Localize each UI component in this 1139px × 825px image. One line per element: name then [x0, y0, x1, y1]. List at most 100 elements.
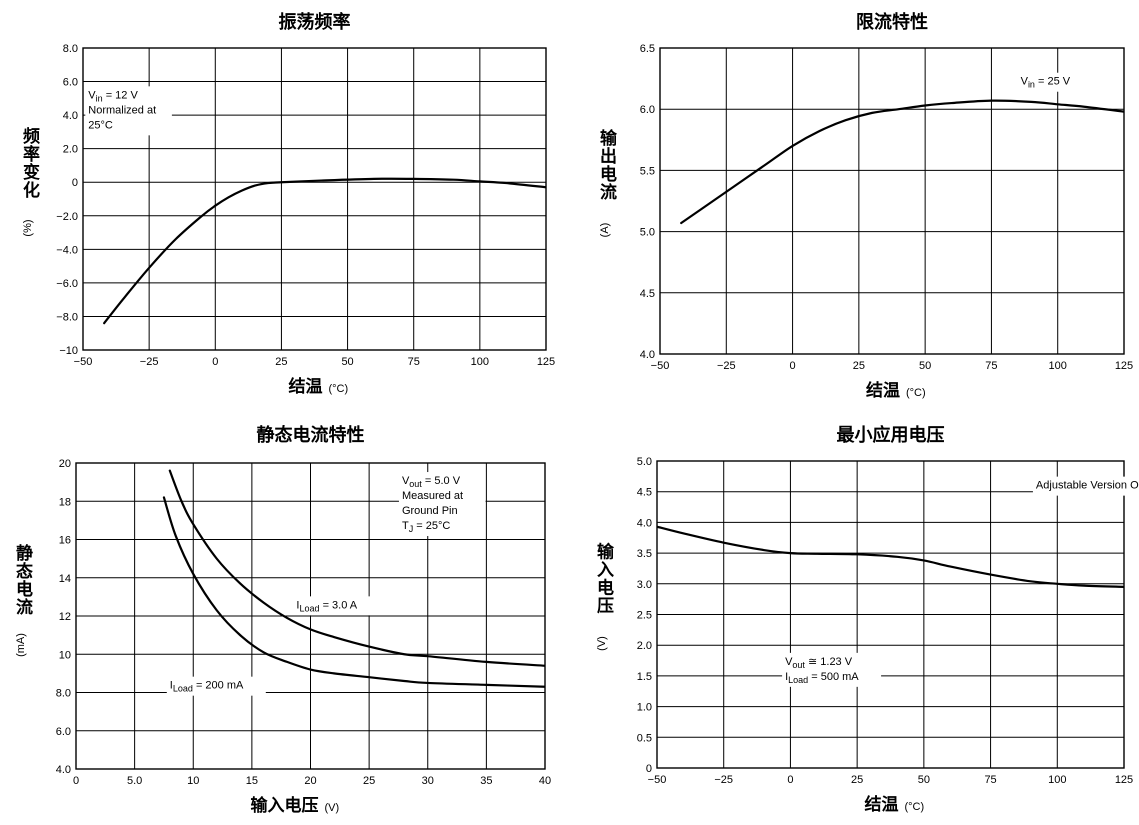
y-tick-label: 12	[59, 611, 71, 623]
x-tick-label: 0	[787, 774, 793, 786]
y-axis-label: 输出电流	[600, 128, 618, 203]
annotation-text: ILoad = 3.0 A	[296, 599, 357, 613]
y-tick-label: 6.0	[640, 104, 655, 116]
chart-1: 振荡频率 −50 −25 0 25 50 75 100 125 −10 −8.0 −6.0 −4.0 −2…	[22, 11, 555, 397]
x-axis-label: 结温	[865, 794, 899, 815]
y-tick-label: 0	[72, 177, 78, 189]
y-tick-label: 1.5	[637, 671, 652, 683]
annotation-background	[1017, 72, 1092, 92]
y-tick-label: 4.0	[637, 517, 652, 529]
y-tick-label: 18	[59, 496, 71, 508]
annotation-text: Normalized at	[88, 104, 156, 116]
chart-3: 静态电流特性 0 5.0 10 15 20 25 30 35 40 4.0 6.0 8.0 10 12 14 1…	[15, 424, 551, 816]
x-axis-label: 结温	[289, 376, 323, 397]
y-tick-label: 4.0	[640, 349, 655, 361]
x-tick-label: 75	[984, 774, 996, 786]
x-tick-label: 100	[471, 356, 489, 368]
y-tick-label: 2.0	[637, 640, 652, 652]
x-tick-label: −50	[74, 356, 93, 368]
y-axis-label: 静态电流	[16, 543, 33, 618]
annotation-background	[85, 86, 172, 136]
x-tick-label: 100	[1048, 774, 1066, 786]
x-tick-label: 20	[304, 775, 316, 787]
y-tick-label: 2.0	[63, 144, 78, 156]
y-tick-label: 4.0	[56, 764, 71, 776]
plot-frame	[75, 462, 546, 770]
y-tick-label: 6.0	[56, 726, 71, 738]
x-tick-label: 125	[537, 356, 555, 368]
annotation-text: Vin = 12 V	[88, 89, 138, 103]
annotation-background	[1032, 476, 1139, 496]
annotation-background	[398, 472, 486, 537]
y-tick-label: 16	[59, 535, 71, 547]
x-tick-label: 50	[918, 774, 930, 786]
y-tick-label: −6.0	[56, 278, 78, 290]
plot-frame	[656, 460, 1125, 769]
y-tick-label: 6.5	[640, 43, 655, 55]
x-axis-unit: (°C)	[906, 387, 926, 399]
x-axis-unit: (°C)	[905, 801, 925, 813]
x-tick-label: −50	[651, 360, 670, 372]
plot-frame	[82, 47, 547, 351]
chart-4: 最小应用电压 −50 −25 0 25 50 75 100 125 0 0.5 1.0 1.5 2.0 2.…	[596, 424, 1139, 815]
plot-frame	[659, 47, 1125, 355]
y-tick-label: −10	[59, 345, 78, 357]
y-tick-label: 20	[59, 458, 71, 470]
x-tick-label: 25	[853, 360, 865, 372]
x-tick-label: 0	[790, 360, 796, 372]
annotation-background	[293, 596, 387, 616]
x-axis-unit: (°C)	[329, 383, 349, 395]
x-tick-label: 0	[73, 775, 79, 787]
y-tick-label: 4.0	[63, 110, 78, 122]
x-axis-label: 结温	[866, 380, 900, 401]
y-tick-label: −2.0	[56, 211, 78, 223]
x-tick-label: −25	[140, 356, 159, 368]
annotation-text: ILoad = 200 mA	[170, 680, 244, 694]
y-tick-label: 5.5	[640, 165, 655, 177]
y-axis-unit: (V)	[596, 636, 608, 651]
x-tick-label: 125	[1115, 774, 1133, 786]
annotation-text: Measured at	[402, 490, 463, 502]
y-tick-label: 6.0	[63, 77, 78, 89]
y-tick-label: 3.0	[637, 579, 652, 591]
y-tick-label: 3.5	[637, 548, 652, 560]
x-tick-label: 125	[1115, 360, 1133, 372]
x-tick-label: 5.0	[127, 775, 142, 787]
chart-title: 静态电流特性	[257, 424, 365, 446]
y-axis-unit: (A)	[599, 223, 611, 238]
x-tick-label: 25	[851, 774, 863, 786]
series-line-1	[680, 99, 1124, 225]
series-line-1	[168, 469, 545, 667]
y-axis-unit: (%)	[22, 219, 34, 236]
y-tick-label: 5.0	[637, 456, 652, 468]
y-tick-label: 10	[59, 649, 71, 661]
x-tick-label: −25	[714, 774, 733, 786]
x-tick-label: 40	[539, 775, 551, 787]
x-tick-label: 75	[408, 356, 420, 368]
chart-2: 限流特性 −50 −25 0 25 50 75 100 125 4.0 4.5 5.0 5.5 6.0 6.…	[599, 11, 1133, 401]
y-axis-label: 输入电压	[597, 542, 615, 617]
x-tick-label: 25	[275, 356, 287, 368]
x-tick-label: 35	[480, 775, 492, 787]
x-tick-label: 30	[422, 775, 434, 787]
y-tick-label: 8.0	[56, 688, 71, 700]
series-line-1	[103, 177, 546, 325]
y-axis-label: 频率变化	[23, 126, 40, 201]
y-tick-label: 2.5	[637, 610, 652, 622]
y-axis-unit: (mA)	[15, 633, 27, 657]
x-tick-label: 0	[212, 356, 218, 368]
annotation-text: TJ = 25°C	[402, 520, 450, 534]
y-tick-label: 1.0	[637, 702, 652, 714]
annotation-text: 25°C	[88, 119, 113, 131]
series-line-2	[162, 496, 545, 688]
y-tick-label: 14	[59, 573, 71, 585]
y-tick-label: 8.0	[63, 43, 78, 55]
y-tick-label: 0.5	[637, 732, 652, 744]
annotation-text: Vin = 25 V	[1021, 76, 1071, 90]
chart-title: 限流特性	[856, 11, 928, 33]
x-tick-label: −50	[648, 774, 667, 786]
annotation-background	[782, 652, 882, 687]
annotation-text: ILoad = 500 mA	[785, 671, 859, 685]
chart-title: 最小应用电压	[837, 424, 945, 446]
